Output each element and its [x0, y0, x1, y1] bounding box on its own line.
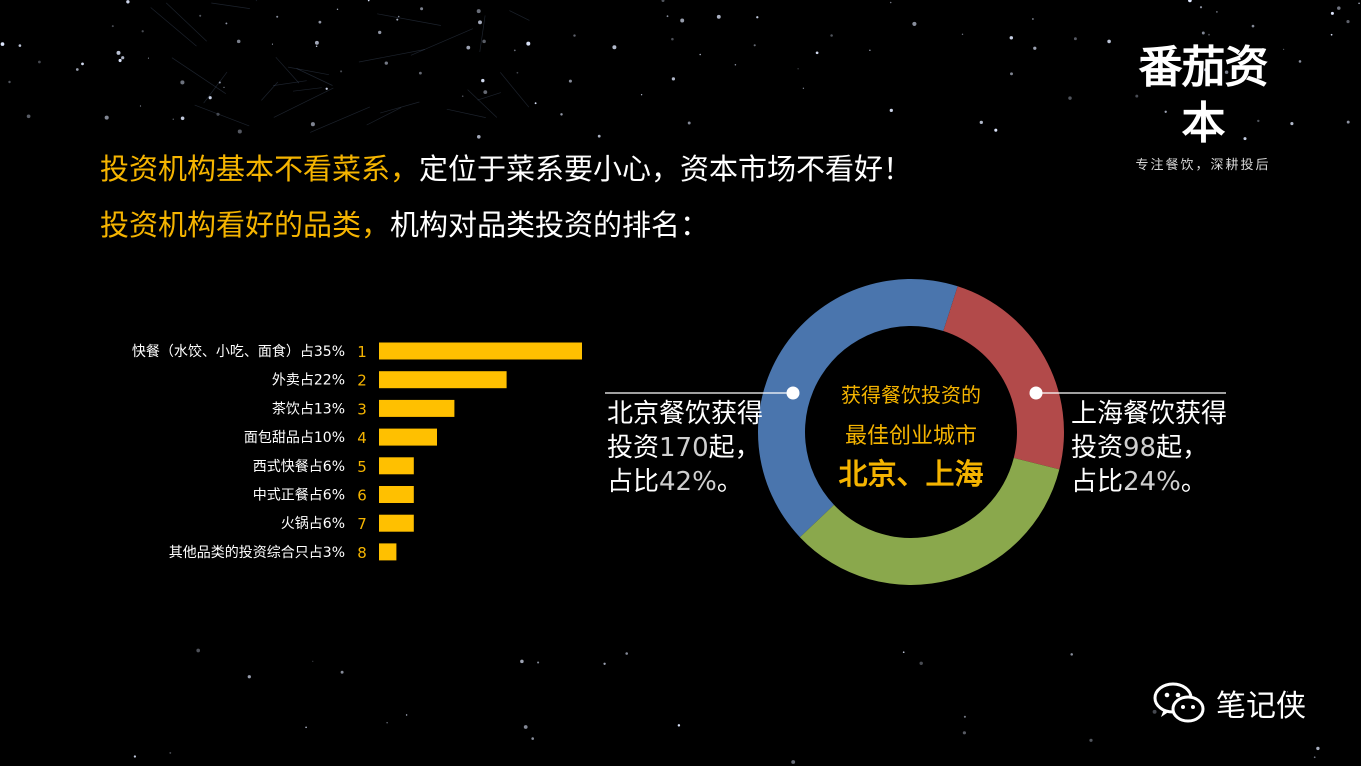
bar-label: 火锅占6%: [281, 516, 345, 532]
wechat-account-name: 笔记侠: [1216, 689, 1306, 724]
bar: [379, 514, 414, 532]
bar-rank: 4: [357, 429, 367, 447]
logo-subtitle: 专注餐饮，深耕投后: [1135, 158, 1271, 173]
bar-label: 西式快餐占6%: [253, 459, 345, 475]
bar-rank: 7: [357, 515, 367, 533]
bar: [379, 371, 507, 389]
headline-1-text: 定位于菜系要小心，资本市场不看好！: [419, 152, 913, 186]
headline-2-highlight: 投资机构看好的品类，: [100, 208, 391, 242]
bar-label: 外卖占22%: [272, 373, 345, 389]
bar-rank: 6: [357, 487, 367, 505]
donut-center-line-2: 最佳创业城市: [845, 424, 977, 449]
bar: [379, 342, 582, 360]
donut-center-line-1: 获得餐饮投资的: [841, 383, 981, 407]
bar-label: 茶饮占13%: [272, 401, 345, 417]
bar-rank: 5: [357, 458, 367, 476]
bar-label: 面包甜品占10%: [244, 430, 345, 446]
bar: [379, 486, 414, 503]
bar: [379, 428, 437, 446]
beijing-annotation: 北京餐饮获得 投资170起， 占比42%。: [607, 397, 763, 499]
bar: [379, 543, 397, 561]
wechat-account: 笔记侠: [1152, 680, 1306, 726]
shanghai-marker: [1029, 386, 1043, 400]
bar: [379, 399, 455, 417]
bar-label: 中式正餐占6%: [253, 488, 345, 504]
beijing-line-1: 北京餐饮获得: [607, 399, 764, 429]
donut-center-line-3: 北京、上海: [838, 457, 983, 491]
shanghai-line-3: 占比24%。: [1071, 467, 1207, 497]
bar-rank: 3: [357, 400, 367, 418]
shanghai-annotation: 上海餐饮获得 投资98起， 占比24%。: [1071, 397, 1227, 499]
beijing-marker: [786, 386, 800, 400]
donut-slice: [799, 457, 1060, 586]
category-ranking-bar-chart: 快餐（水饺、小吃、面食）占35% 1 外卖占22% 2 茶饮占13% 3 面包甜品占10% 4…: [132, 342, 582, 562]
bar: [379, 457, 414, 475]
shanghai-line-1: 上海餐饮获得: [1071, 399, 1228, 429]
logo-title: 番茄资本: [1138, 42, 1269, 149]
bar-rank: 8: [357, 544, 367, 562]
bar-label: 快餐（水饺、小吃、面食）占35%: [132, 343, 345, 360]
headline-line-2: 投资机构看好的品类，机构对品类投资的排名：: [100, 205, 709, 245]
beijing-line-2: 投资170起，: [607, 433, 761, 463]
bar-rank: 1: [357, 343, 367, 361]
wechat-icon: [1153, 682, 1205, 723]
shanghai-line-2: 投资98起，: [1071, 433, 1209, 463]
donut-slice: [943, 286, 1064, 470]
headline-1-highlight: 投资机构基本不看菜系，: [100, 152, 420, 186]
headline-2-text: 机构对品类投资的排名：: [390, 208, 710, 242]
brand-logo: 番茄资本 专注餐饮，深耕投后: [1127, 40, 1279, 173]
bar-rank: 2: [357, 372, 367, 390]
headline-line-1: 投资机构基本不看菜系，定位于菜系要小心，资本市场不看好！: [100, 149, 912, 189]
donut-slice: [757, 278, 958, 538]
bar-label: 其他品类的投资综合只占3%: [169, 545, 345, 561]
beijing-line-3: 占比42%。: [607, 467, 743, 497]
city-donut-chart: 获得餐饮投资的 最佳创业城市 北京、上海: [605, 278, 1226, 586]
